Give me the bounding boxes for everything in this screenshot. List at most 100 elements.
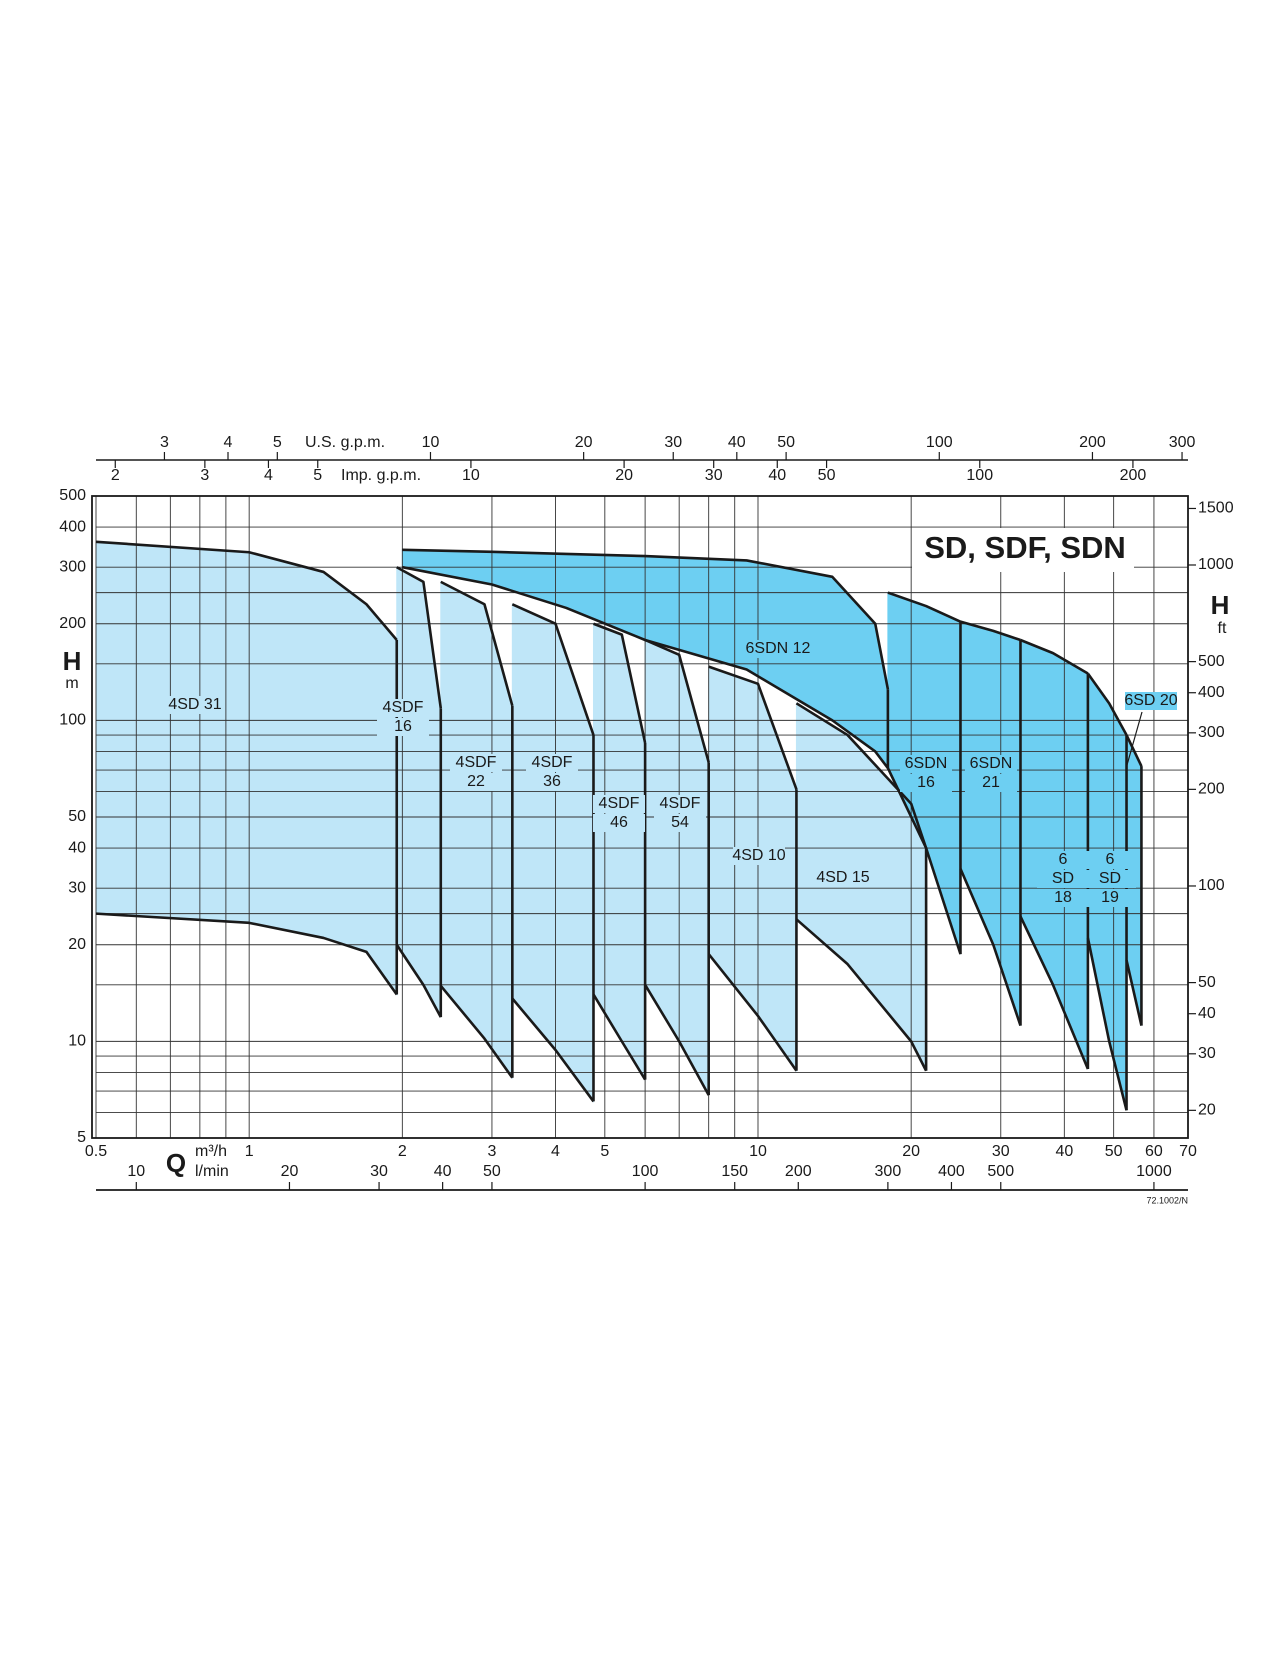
- drawing-code: 72.1002/N: [1146, 1195, 1188, 1205]
- top2-tick-label: 50: [818, 467, 836, 484]
- x-tick-label: 30: [992, 1143, 1010, 1160]
- y-tick-label: 30: [68, 879, 86, 896]
- top2-tick-label: 40: [768, 467, 786, 484]
- y-tick-label: 10: [68, 1033, 86, 1050]
- range-label-background: [169, 696, 221, 714]
- range-label-background: [654, 795, 706, 813]
- x-axis-label: Q: [166, 1148, 186, 1178]
- x2-tick-label: 40: [434, 1163, 452, 1180]
- y2-tick-label: 50: [1198, 974, 1216, 991]
- top-tick-label: 50: [777, 434, 795, 451]
- top2-tick-label: 2: [111, 467, 120, 484]
- range-label-background: [965, 755, 1017, 773]
- y-tick-label: 5: [77, 1129, 86, 1146]
- y2-tick-label: 300: [1198, 724, 1225, 741]
- range-label: 22: [467, 773, 485, 790]
- range-label-background: [900, 755, 952, 773]
- max-head-curve: [1019, 638, 1089, 675]
- max-head-curve: [402, 548, 890, 690]
- min-head-curve: [402, 565, 889, 769]
- range-label: SD: [1099, 870, 1121, 887]
- y2-tick-label: 400: [1198, 684, 1225, 701]
- y-tick-label: 500: [59, 487, 86, 504]
- range-label: 4SDF: [383, 699, 424, 716]
- range-label-background: [752, 640, 804, 658]
- range-label: 6SDN: [970, 755, 1013, 772]
- range-label-background: [450, 773, 502, 791]
- top-tick-label: 100: [926, 434, 953, 451]
- top-axis-label: U.S. g.p.m.: [305, 434, 385, 451]
- range-label-background: [377, 699, 429, 717]
- leader-line: [1126, 711, 1143, 766]
- x2-tick-label: 500: [987, 1163, 1014, 1180]
- range-label-background: [593, 795, 645, 813]
- range-label-background: [1037, 851, 1089, 869]
- top-tick-label: 5: [273, 434, 282, 451]
- top2-tick-label: 10: [462, 467, 480, 484]
- min-head-curve: [439, 984, 514, 1079]
- min-head-curve: [592, 993, 647, 1081]
- x2-tick-label: 100: [632, 1163, 659, 1180]
- range-label: 16: [394, 718, 412, 735]
- y2-tick-label: 30: [1198, 1045, 1216, 1062]
- top-tick-label: 3: [160, 434, 169, 451]
- y2-tick-label: 1000: [1198, 556, 1234, 573]
- top-tick-label: 40: [728, 434, 746, 451]
- range-label-background: [526, 773, 578, 791]
- y2-tick-label: 1500: [1198, 500, 1234, 517]
- top-tick-label: 200: [1079, 434, 1106, 451]
- x-tick-label: 10: [749, 1143, 767, 1160]
- x2-tick-label: 150: [721, 1163, 748, 1180]
- range-label-background: [1037, 870, 1089, 888]
- range-label: 21: [982, 774, 1000, 791]
- range-label: 6SDN: [905, 755, 948, 772]
- y-tick-label: 50: [68, 808, 86, 825]
- x-axis-unit: m³/h: [195, 1143, 227, 1160]
- max-head-curve: [708, 665, 798, 790]
- min-head-curve: [707, 953, 798, 1072]
- range-label: 6SDN 12: [746, 640, 811, 657]
- max-head-curve: [644, 638, 710, 763]
- x-tick-label: 50: [1105, 1143, 1123, 1160]
- range-label: 36: [543, 773, 561, 790]
- x2-tick-label: 30: [370, 1163, 388, 1180]
- range-label-background: [1084, 870, 1136, 888]
- range-label: 6: [1059, 851, 1068, 868]
- max-head-curve: [1125, 734, 1143, 767]
- range-label: 4SDF: [456, 754, 497, 771]
- y-tick-label: 40: [68, 839, 86, 856]
- range-label-background: [900, 774, 952, 792]
- max-head-curve: [960, 620, 1021, 642]
- top-tick-label: 10: [422, 434, 440, 451]
- title-background: [912, 528, 1134, 572]
- fills: [95, 541, 1142, 1111]
- y-tick-label: 400: [59, 518, 86, 535]
- x-tick-label: 70: [1179, 1143, 1197, 1160]
- x2-axis-unit: l/min: [195, 1163, 229, 1180]
- range-label: 4SDF: [660, 795, 701, 812]
- range-label: 18: [1054, 889, 1072, 906]
- range-label-background: [817, 869, 869, 887]
- x2-tick-label: 50: [483, 1163, 501, 1180]
- x-tick-label: 1: [245, 1143, 254, 1160]
- min-head-curve: [1086, 937, 1128, 1111]
- y2-tick-label: 200: [1198, 781, 1225, 798]
- range-label-background: [1037, 889, 1089, 907]
- y2-axis-label: H: [1211, 590, 1230, 620]
- range-label-background: [593, 814, 645, 832]
- x-tick-label: 20: [902, 1143, 920, 1160]
- range-label-background: [733, 847, 785, 865]
- x-tick-label: 3: [487, 1143, 496, 1160]
- x-tick-label: 60: [1145, 1143, 1163, 1160]
- min-head-curve: [643, 984, 710, 1096]
- max-head-curve: [1086, 672, 1128, 736]
- x-tick-label: 0.5: [85, 1143, 107, 1160]
- top-tick-label: 300: [1169, 434, 1196, 451]
- chart-title: SD, SDF, SDN: [924, 530, 1126, 565]
- max-head-curve: [440, 580, 514, 707]
- range-label: 54: [671, 814, 689, 831]
- range-label-background: [1125, 692, 1177, 710]
- x2-tick-label: 400: [938, 1163, 965, 1180]
- min-head-curve: [1019, 915, 1090, 1070]
